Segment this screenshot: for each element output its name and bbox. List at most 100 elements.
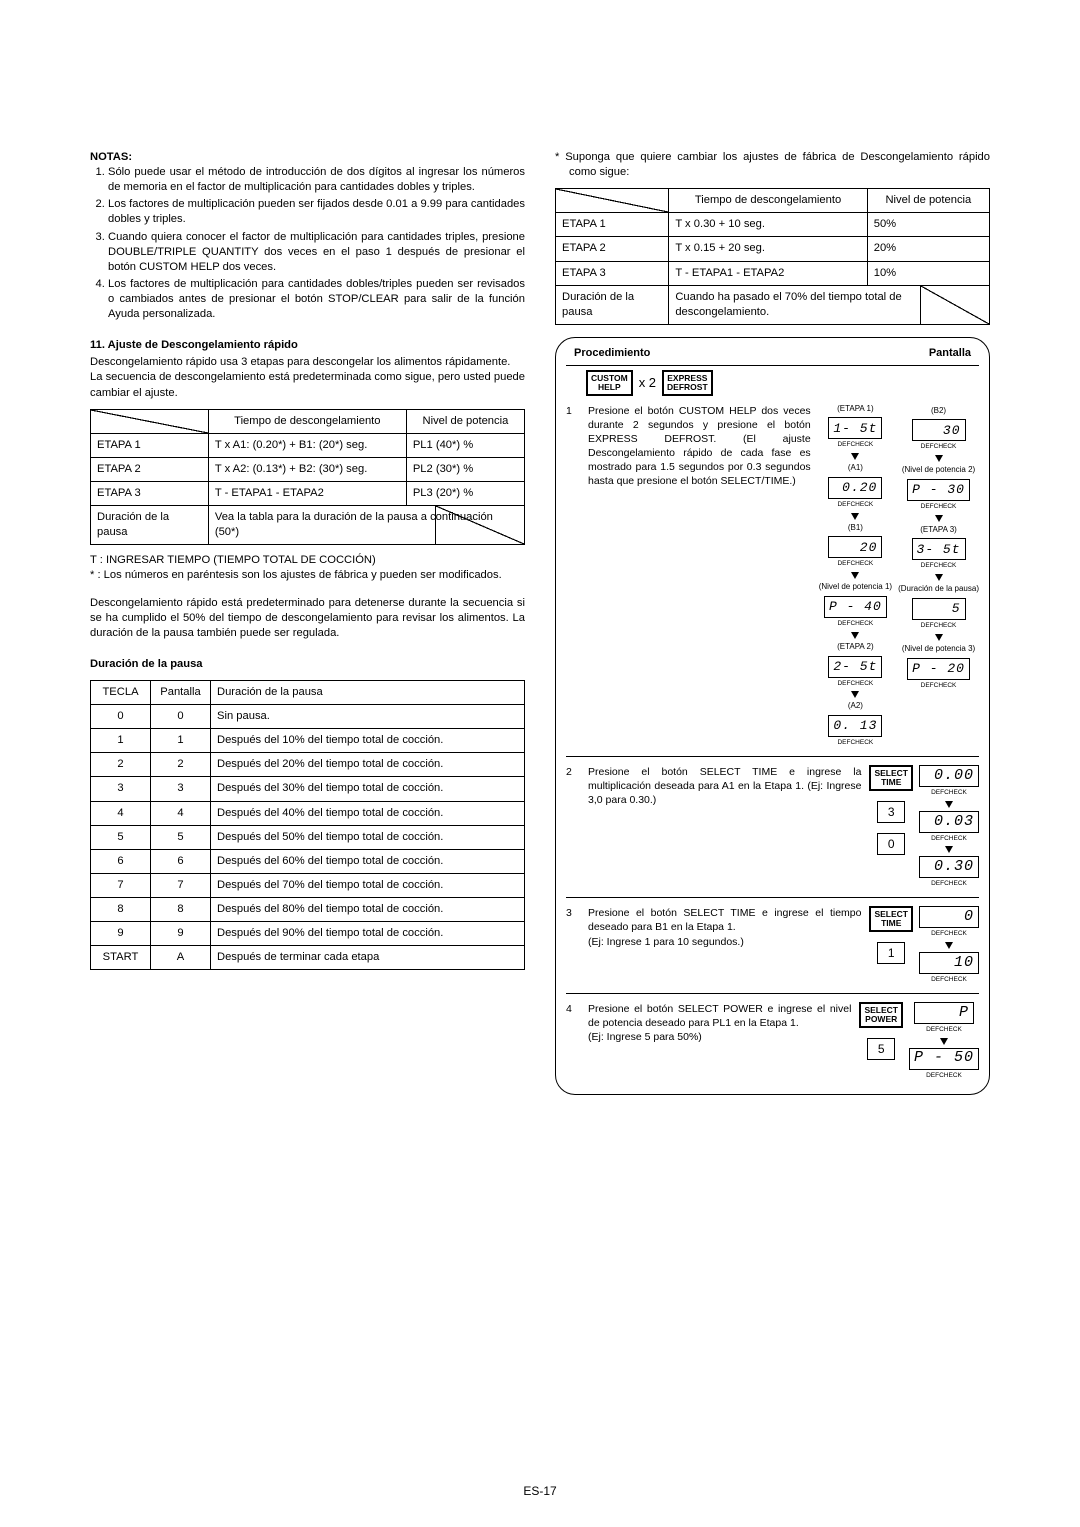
proc-header-left: Procedimiento [574,346,650,361]
paren-label: (Duración de la pausa) [898,584,979,595]
def-check-label: DEF CHECK [921,622,957,631]
td: PL3 (20*) % [406,481,524,505]
display-box: 0.00 [919,765,979,787]
td: 20% [867,237,989,261]
def-check-label: DEF CHECK [837,620,873,629]
display-box: P - 40 [824,596,887,618]
display-box: 20 [828,536,882,558]
pause-title: Duración de la pausa [90,657,525,672]
section-title: 11. Ajuste de Descongelamiento rápido [90,338,525,353]
paren-label: (A1) [848,463,863,474]
def-check-label: DEF CHECK [931,835,967,844]
td: ETAPA 2 [91,457,209,481]
arrow-down-icon [851,572,859,579]
proc-step-4: 4 Presione el botón SELECT POWER e ingre… [566,998,979,1085]
key-5: 5 [867,1038,895,1060]
right-column: * Suponga que quiere cambiar los ajustes… [555,150,990,1487]
td: ETAPA 3 [91,481,209,505]
step-displays: (ETAPA 1) 1- 5t DEF CHECK (A1) 0.20 DEF … [819,404,979,748]
notas-title: NOTAS: [90,150,525,165]
proc-top-buttons: CUSTOMHELP x 2 EXPRESSDEFROST [586,370,979,396]
arrow-down-icon [851,513,859,520]
td: 0 [151,705,211,729]
paren-label: (ETAPA 1) [837,404,874,415]
foot-star: * : Los números en paréntesis son los aj… [90,568,525,583]
proc-step-3: 3 Presione el botón SELECT TIME e ingres… [566,902,979,989]
display-box: 0 [919,906,979,928]
paren-label: (ETAPA 3) [920,525,957,536]
step-num: 3 [566,906,580,985]
def-check-label: DEF CHECK [837,441,873,450]
foot-t: T : INGRESAR TIEMPO (TIEMPO TOTAL DE COC… [90,553,525,568]
td: 9 [91,922,151,946]
td: Después del 30% del tiempo total de cocc… [211,777,525,801]
defrost-table-1: Tiempo de descongelamiento Nivel de pote… [90,409,525,546]
td: 3 [151,777,211,801]
th: Tiempo de descongelamiento [208,409,406,433]
td: Sin pausa. [211,705,525,729]
select-time-button: SELECTTIME [869,765,913,791]
td: Cuando ha pasado el 70% del tiempo total… [675,291,901,318]
td: A [151,946,211,970]
paren-label: (Nivel de potencia 3) [902,644,975,655]
def-check-label: DEF CHECK [837,501,873,510]
arrow-down-icon [935,455,943,462]
def-check-label: DEF CHECK [926,1026,962,1035]
def-check-label: DEF CHECK [921,443,957,452]
intro: * Suponga que quiere cambiar los ajustes… [555,150,990,180]
td: 0 [91,705,151,729]
td: 8 [91,897,151,921]
paren-label: (B2) [931,406,946,417]
para: Descongelamiento rápido usa 3 etapas par… [90,355,525,370]
td: 10% [867,261,989,285]
td: T x A1: (0.20*) + B1: (20*) seg. [208,433,406,457]
columns: NOTAS: Sólo puede usar el método de intr… [90,150,990,1487]
nota-item: Cuando quiera conocer el factor de multi… [108,230,525,275]
td: 6 [91,849,151,873]
td: 5 [91,825,151,849]
paren-label: (ETAPA 2) [837,642,874,653]
left-column: NOTAS: Sólo puede usar el método de intr… [90,150,525,1487]
paren-label: (B1) [848,523,863,534]
th: Tiempo de descongelamiento [669,189,867,213]
th: Nivel de potencia [406,409,524,433]
td: 7 [151,873,211,897]
express-defrost-button: EXPRESSDEFROST [662,370,713,396]
td: 6 [151,849,211,873]
td: Después del 90% del tiempo total de cocc… [211,922,525,946]
td: ETAPA 1 [556,213,669,237]
select-time-button: SELECTTIME [869,906,913,932]
nota-item: Los factores de multiplicación pueden se… [108,197,525,227]
arrow-down-icon [945,942,953,949]
td: 2 [151,753,211,777]
td: Después del 80% del tiempo total de cocc… [211,897,525,921]
td: 4 [151,801,211,825]
display-box: 0.20 [828,477,882,499]
th: Nivel de potencia [867,189,989,213]
step-vis: SELECTTIME 1 0 DEF CHECK10 DEF CHECK [869,906,979,985]
paren-label: (Nivel de potencia 1) [819,582,892,593]
def-check-label: DEF CHECK [921,503,957,512]
x2-label: x 2 [639,374,656,392]
td: 1 [151,729,211,753]
td: Después del 60% del tiempo total de cocc… [211,849,525,873]
display-box: 3- 5t [912,538,966,560]
step-vis: SELECTPOWER 5 P DEF CHECKP - 50 DEF CHEC… [859,1002,979,1081]
def-check-label: DEF CHECK [837,739,873,748]
td: T - ETAPA1 - ETAPA2 [669,261,867,285]
step-num: 1 [566,404,580,748]
td: Después del 40% del tiempo total de cocc… [211,801,525,825]
td: PL2 (30*) % [406,457,524,481]
select-power-button: SELECTPOWER [859,1002,903,1028]
procedure-panel: Procedimiento Pantalla CUSTOMHELP x 2 EX… [555,337,990,1095]
td: 2 [91,753,151,777]
key-1: 1 [877,942,905,964]
page: NOTAS: Sólo puede usar el método de intr… [0,0,1080,1527]
display-box: 10 [919,952,979,974]
td: 50% [867,213,989,237]
th: TECLA [91,680,151,704]
diag-cell [91,409,209,433]
step-text: Presione el botón SELECT TIME e ingrese … [588,765,861,889]
display-box: 0. 13 [828,715,882,737]
td: Después del 50% del tiempo total de cocc… [211,825,525,849]
